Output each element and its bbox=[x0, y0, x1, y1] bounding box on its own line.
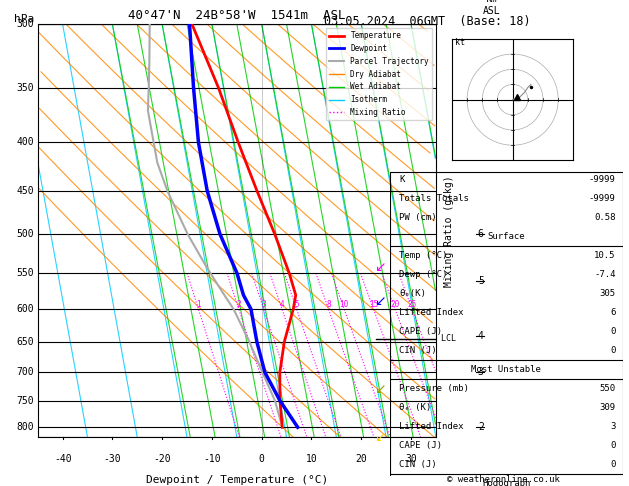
Text: ↙: ↙ bbox=[374, 260, 386, 274]
Text: 309: 309 bbox=[599, 402, 616, 412]
Text: CAPE (J): CAPE (J) bbox=[399, 327, 442, 336]
Text: 30: 30 bbox=[405, 454, 417, 464]
Text: -9999: -9999 bbox=[589, 175, 616, 184]
Text: kt: kt bbox=[455, 38, 465, 47]
Text: 1: 1 bbox=[196, 300, 201, 309]
Text: 6: 6 bbox=[478, 229, 484, 239]
Text: -30: -30 bbox=[104, 454, 121, 464]
Text: 300: 300 bbox=[16, 19, 34, 29]
Text: 0: 0 bbox=[259, 454, 265, 464]
Text: ↙: ↙ bbox=[374, 295, 386, 308]
Text: -7.4: -7.4 bbox=[594, 270, 616, 278]
Text: 500: 500 bbox=[16, 229, 34, 239]
Text: Pressure (mb): Pressure (mb) bbox=[399, 383, 469, 393]
Text: 650: 650 bbox=[16, 337, 34, 347]
Text: 6: 6 bbox=[610, 308, 616, 317]
Text: 700: 700 bbox=[16, 367, 34, 378]
Text: 3: 3 bbox=[610, 421, 616, 431]
Text: 305: 305 bbox=[599, 289, 616, 298]
Text: 3: 3 bbox=[478, 367, 484, 378]
Text: 550: 550 bbox=[599, 383, 616, 393]
Text: Dewp (°C): Dewp (°C) bbox=[399, 270, 448, 278]
Text: -10: -10 bbox=[203, 454, 221, 464]
Text: CAPE (J): CAPE (J) bbox=[399, 440, 442, 450]
Text: © weatheronline.co.uk: © weatheronline.co.uk bbox=[447, 474, 560, 484]
Text: 4: 4 bbox=[478, 330, 484, 341]
Text: 400: 400 bbox=[16, 138, 34, 147]
Text: Hodograph: Hodograph bbox=[482, 479, 530, 486]
Text: Temp (°C): Temp (°C) bbox=[399, 251, 448, 260]
Text: Mixing Ratio (g/kg): Mixing Ratio (g/kg) bbox=[444, 175, 454, 287]
Text: CIN (J): CIN (J) bbox=[399, 346, 437, 355]
Text: 0: 0 bbox=[610, 440, 616, 450]
Title: 40°47'N  24B°58'W  1541m  ASL: 40°47'N 24B°58'W 1541m ASL bbox=[128, 9, 345, 22]
Text: 10: 10 bbox=[340, 300, 349, 309]
Text: Most Unstable: Most Unstable bbox=[471, 364, 542, 374]
Text: θₑ (K): θₑ (K) bbox=[399, 402, 431, 412]
Text: -20: -20 bbox=[153, 454, 171, 464]
Text: 2: 2 bbox=[237, 300, 241, 309]
Text: PW (cm): PW (cm) bbox=[399, 213, 437, 222]
Text: ↙: ↙ bbox=[374, 431, 386, 444]
Text: 20: 20 bbox=[391, 300, 399, 309]
Text: 5: 5 bbox=[294, 300, 299, 309]
Legend: Temperature, Dewpoint, Parcel Trajectory, Dry Adiabat, Wet Adiabat, Isotherm, Mi: Temperature, Dewpoint, Parcel Trajectory… bbox=[326, 28, 432, 120]
Text: 450: 450 bbox=[16, 186, 34, 196]
Text: 25: 25 bbox=[408, 300, 417, 309]
Text: -9999: -9999 bbox=[589, 194, 616, 203]
Text: Lifted Index: Lifted Index bbox=[399, 308, 464, 317]
Text: -40: -40 bbox=[54, 454, 72, 464]
Text: 8: 8 bbox=[326, 300, 331, 309]
Text: km
ASL: km ASL bbox=[483, 0, 501, 16]
Text: K: K bbox=[399, 175, 404, 184]
Text: 10: 10 bbox=[306, 454, 318, 464]
Text: 0: 0 bbox=[610, 346, 616, 355]
Text: 7: 7 bbox=[478, 138, 484, 147]
Text: θₑ(K): θₑ(K) bbox=[399, 289, 426, 298]
Text: hPa: hPa bbox=[14, 14, 34, 24]
Text: ↙: ↙ bbox=[374, 382, 386, 396]
Text: 5: 5 bbox=[478, 276, 484, 286]
Text: 03.05.2024  06GMT  (Base: 18): 03.05.2024 06GMT (Base: 18) bbox=[325, 15, 531, 28]
Text: 8: 8 bbox=[478, 83, 484, 93]
Text: 0: 0 bbox=[610, 460, 616, 469]
Text: 0.58: 0.58 bbox=[594, 213, 616, 222]
Text: 350: 350 bbox=[16, 83, 34, 93]
Text: Dewpoint / Temperature (°C): Dewpoint / Temperature (°C) bbox=[146, 474, 328, 485]
Text: 20: 20 bbox=[355, 454, 367, 464]
Text: 3: 3 bbox=[262, 300, 266, 309]
Text: 4: 4 bbox=[280, 300, 284, 309]
Text: CIN (J): CIN (J) bbox=[399, 460, 437, 469]
Text: 750: 750 bbox=[16, 396, 34, 406]
Text: 600: 600 bbox=[16, 304, 34, 314]
Text: 10.5: 10.5 bbox=[594, 251, 616, 260]
Text: Totals Totals: Totals Totals bbox=[399, 194, 469, 203]
Text: 550: 550 bbox=[16, 268, 34, 278]
Text: Surface: Surface bbox=[487, 232, 525, 241]
Text: 800: 800 bbox=[16, 422, 34, 432]
Text: 15: 15 bbox=[369, 300, 378, 309]
Text: LCL: LCL bbox=[436, 334, 456, 343]
Text: 0: 0 bbox=[610, 327, 616, 336]
Text: Lifted Index: Lifted Index bbox=[399, 421, 464, 431]
Text: 2: 2 bbox=[478, 422, 484, 432]
